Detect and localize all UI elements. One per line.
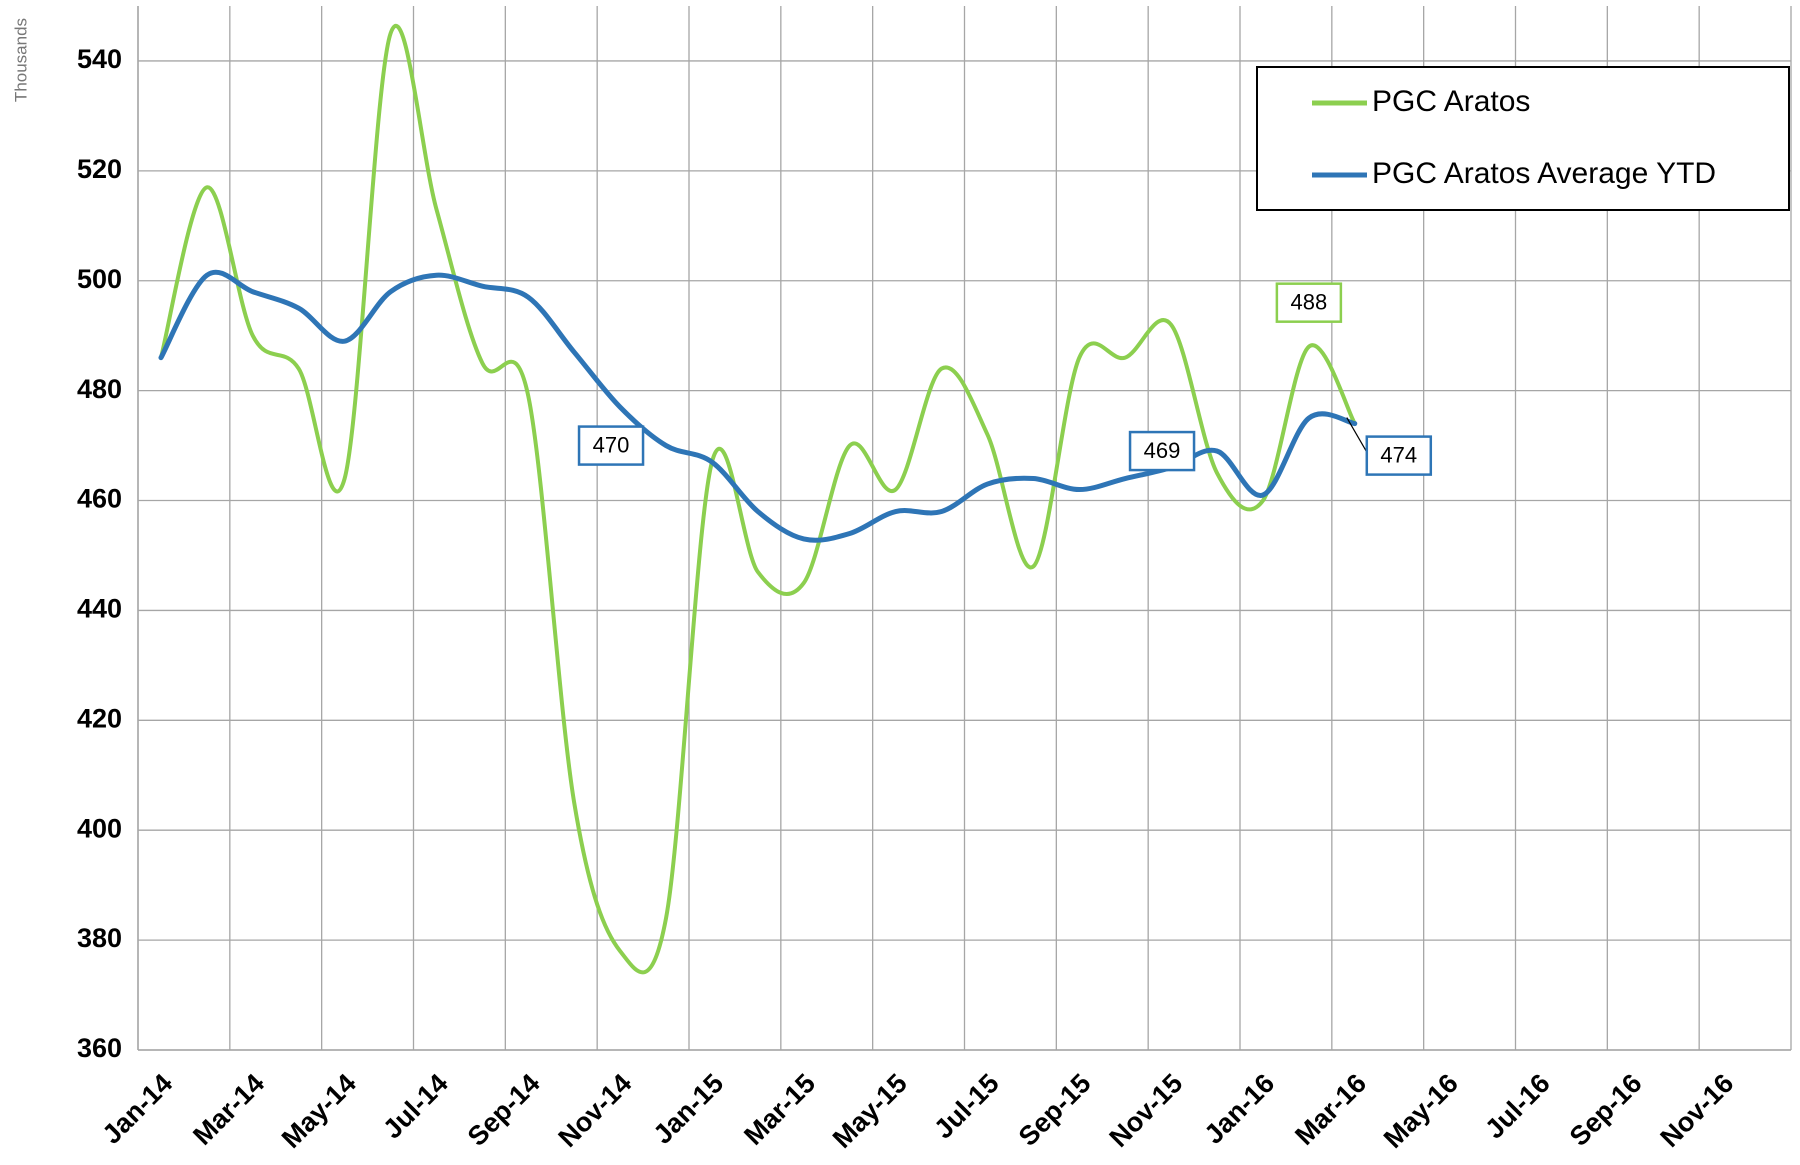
x-tick-label: Jul-16: [1479, 1068, 1555, 1144]
x-tick-label: Nov-14: [553, 1068, 638, 1153]
x-tick-label: Jan-15: [648, 1068, 730, 1150]
x-tick-label: May-16: [1378, 1068, 1464, 1154]
y-tick-label: 480: [77, 374, 122, 404]
data-label-text: 474: [1380, 442, 1417, 467]
y-tick-label: 420: [77, 703, 122, 733]
label-box: [577, 425, 645, 466]
legend-label: PGC Aratos: [1372, 85, 1530, 118]
data-label-text: 469: [1144, 438, 1181, 463]
x-tick-label: May-14: [276, 1068, 362, 1154]
data-label: 469: [1128, 430, 1196, 472]
y-tick-label: 440: [77, 594, 122, 624]
x-tick-label: Jul-15: [928, 1068, 1004, 1144]
data-label: 470: [577, 425, 645, 466]
label-box: [1128, 430, 1196, 472]
label-box: [1365, 435, 1433, 476]
x-tick-label: Mar-14: [187, 1068, 270, 1151]
label-leader: [1346, 417, 1370, 456]
y-tick-label: 380: [77, 923, 122, 953]
y-tick-label: 400: [77, 813, 122, 843]
y-tick-label: 360: [77, 1033, 122, 1063]
data-label: 488: [1275, 282, 1343, 323]
x-tick-label: Nov-15: [1104, 1068, 1189, 1153]
y-tick-label: 540: [77, 44, 122, 74]
x-tick-label: Jan-14: [97, 1068, 179, 1150]
x-tick-label: Sep-15: [1013, 1068, 1097, 1152]
data-label-text: 470: [593, 432, 630, 457]
series-line: [158, 23, 1357, 975]
x-tick-label: Sep-14: [462, 1068, 546, 1152]
legend-label: PGC Aratos Average YTD: [1372, 157, 1716, 190]
x-tick-label: Nov-16: [1655, 1068, 1740, 1153]
x-tick-label: Sep-16: [1564, 1068, 1648, 1152]
x-tick-label: Mar-16: [1289, 1068, 1372, 1151]
x-tick-label: Mar-15: [738, 1068, 821, 1151]
data-label-text: 488: [1291, 289, 1328, 314]
label-box: [1275, 282, 1343, 323]
y-axis-label: Thousands: [11, 18, 30, 102]
y-tick-label: 520: [77, 154, 122, 184]
y-tick-label: 460: [77, 484, 122, 514]
x-tick-label: Jul-14: [377, 1068, 453, 1144]
legend-box: [1256, 66, 1790, 211]
x-tick-label: Jan-16: [1199, 1068, 1281, 1150]
y-tick-label: 500: [77, 264, 122, 294]
data-label: 474: [1346, 417, 1433, 476]
x-tick-label: May-15: [827, 1068, 913, 1154]
